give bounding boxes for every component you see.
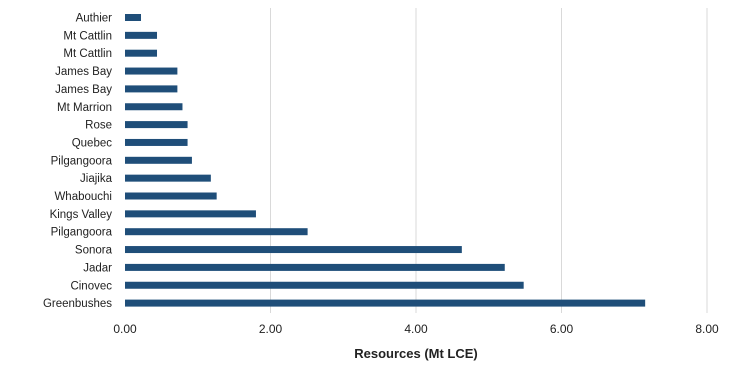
bar xyxy=(125,157,192,164)
bar xyxy=(125,85,177,92)
category-label: Kings Valley xyxy=(50,209,113,221)
bar xyxy=(125,210,256,217)
category-label: Greenbushes xyxy=(43,298,112,310)
bar xyxy=(125,228,308,235)
category-label: Pilgangoora xyxy=(51,155,113,167)
bar xyxy=(125,193,217,200)
bar xyxy=(125,246,462,253)
category-label: Quebec xyxy=(72,137,113,149)
category-label: Sonora xyxy=(75,245,113,257)
bar xyxy=(125,68,177,75)
category-labels: Authier Mt Cattlin Mt Cattlin James Bay Jame… xyxy=(43,13,113,311)
category-label: Mt Marrion xyxy=(57,102,112,114)
bar xyxy=(125,50,157,57)
x-tick-label: 6.00 xyxy=(550,322,574,336)
bar xyxy=(125,14,141,21)
category-label: Jiajika xyxy=(80,173,113,185)
category-label: Jadar xyxy=(83,262,112,274)
bar xyxy=(125,264,505,271)
category-label: James Bay xyxy=(55,66,112,78)
x-tick-label: 2.00 xyxy=(259,322,283,336)
bar xyxy=(125,300,645,307)
bar xyxy=(125,103,182,110)
bar xyxy=(125,32,157,39)
x-tick-label: 4.00 xyxy=(404,322,428,336)
bar xyxy=(125,175,211,182)
category-label: Pilgangoora xyxy=(51,227,113,239)
category-label: Mt Cattlin xyxy=(63,30,112,42)
category-label: Authier xyxy=(76,13,113,25)
category-label: Mt Cattlin xyxy=(63,48,112,60)
category-label: Whabouchi xyxy=(54,191,112,203)
category-label: Rose xyxy=(85,120,112,132)
x-tick-label: 8.00 xyxy=(695,322,719,336)
bar xyxy=(125,121,188,128)
bar xyxy=(125,282,524,289)
x-tick-label: 0.00 xyxy=(113,322,137,336)
bar xyxy=(125,139,188,146)
category-label: Cinovec xyxy=(70,280,112,292)
bars xyxy=(125,14,645,307)
category-label: James Bay xyxy=(55,84,112,96)
x-axis-title: Resources (Mt LCE) xyxy=(354,346,478,361)
x-tick-labels: 0.00 2.00 4.00 6.00 8.00 xyxy=(113,322,719,336)
